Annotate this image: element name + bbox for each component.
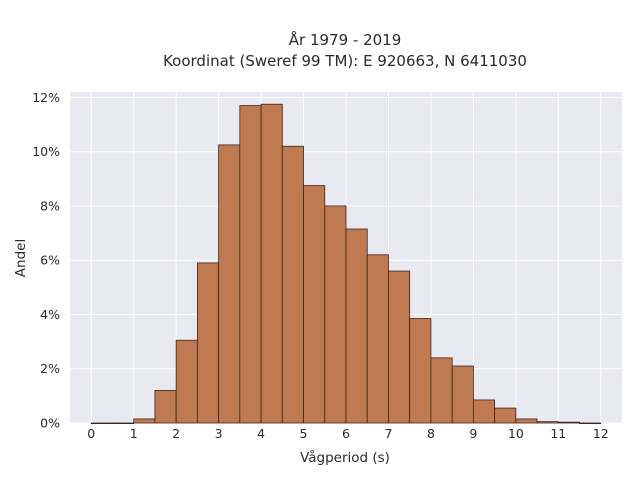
x-tick-label: 4 <box>257 426 265 441</box>
y-axis-ticks: 0% 2% 4% 6% 8% 10% 12% <box>32 90 60 431</box>
histogram-bar <box>112 422 135 425</box>
histogram-bar <box>218 144 241 424</box>
x-tick-label: 10 <box>508 426 524 441</box>
histogram-bar <box>472 399 496 424</box>
histogram-bar <box>366 254 389 424</box>
histogram-bar <box>281 145 304 424</box>
y-tick-label: 2% <box>40 361 60 376</box>
chart-title-line-1: År 1979 - 2019 <box>289 30 402 49</box>
y-tick-label: 10% <box>32 144 60 159</box>
y-tick-label: 6% <box>40 253 60 268</box>
histogram-bar <box>388 270 411 424</box>
x-axis-label: Vågperiod (s) <box>300 449 390 466</box>
y-tick-label: 0% <box>40 416 60 431</box>
histogram-bar <box>90 422 113 425</box>
bars <box>90 103 602 425</box>
histogram-bar <box>579 422 602 425</box>
x-tick-label: 12 <box>593 426 609 441</box>
x-tick-label: 11 <box>550 426 566 441</box>
histogram-bar <box>557 421 580 424</box>
histogram-bar <box>451 365 474 424</box>
histogram-bar <box>133 418 156 424</box>
x-tick-label: 9 <box>469 426 477 441</box>
histogram-bar <box>239 105 262 424</box>
chart-title-line-2: Koordinat (Sweref 99 TM): E 920663, N 64… <box>163 52 527 70</box>
histogram-bar <box>154 390 177 424</box>
x-tick-label: 6 <box>342 426 350 441</box>
x-tick-label: 0 <box>87 426 95 441</box>
histogram-bar <box>260 103 283 424</box>
x-tick-label: 5 <box>300 426 308 441</box>
histogram-bar <box>430 357 453 424</box>
histogram-bar <box>175 339 198 424</box>
histogram-bar <box>515 418 538 424</box>
y-axis-label: Andel <box>13 239 29 277</box>
x-tick-label: 1 <box>130 426 138 441</box>
y-tick-label: 8% <box>40 198 60 213</box>
x-tick-label: 3 <box>215 426 223 441</box>
histogram-bar <box>303 185 326 424</box>
histogram-bar <box>536 421 559 424</box>
y-tick-label: 4% <box>40 307 60 322</box>
histogram-bar <box>196 262 220 424</box>
x-tick-label: 8 <box>427 426 435 441</box>
histogram-bar <box>409 318 432 424</box>
x-tick-label: 2 <box>172 426 180 441</box>
x-axis-ticks: 0 1 2 3 4 5 6 7 8 9 10 11 12 <box>87 426 608 441</box>
histogram-bar <box>494 407 517 424</box>
x-tick-label: 7 <box>384 426 392 441</box>
y-tick-label: 12% <box>32 90 60 105</box>
histogram-bar <box>345 228 368 424</box>
histogram-bar <box>324 205 347 424</box>
